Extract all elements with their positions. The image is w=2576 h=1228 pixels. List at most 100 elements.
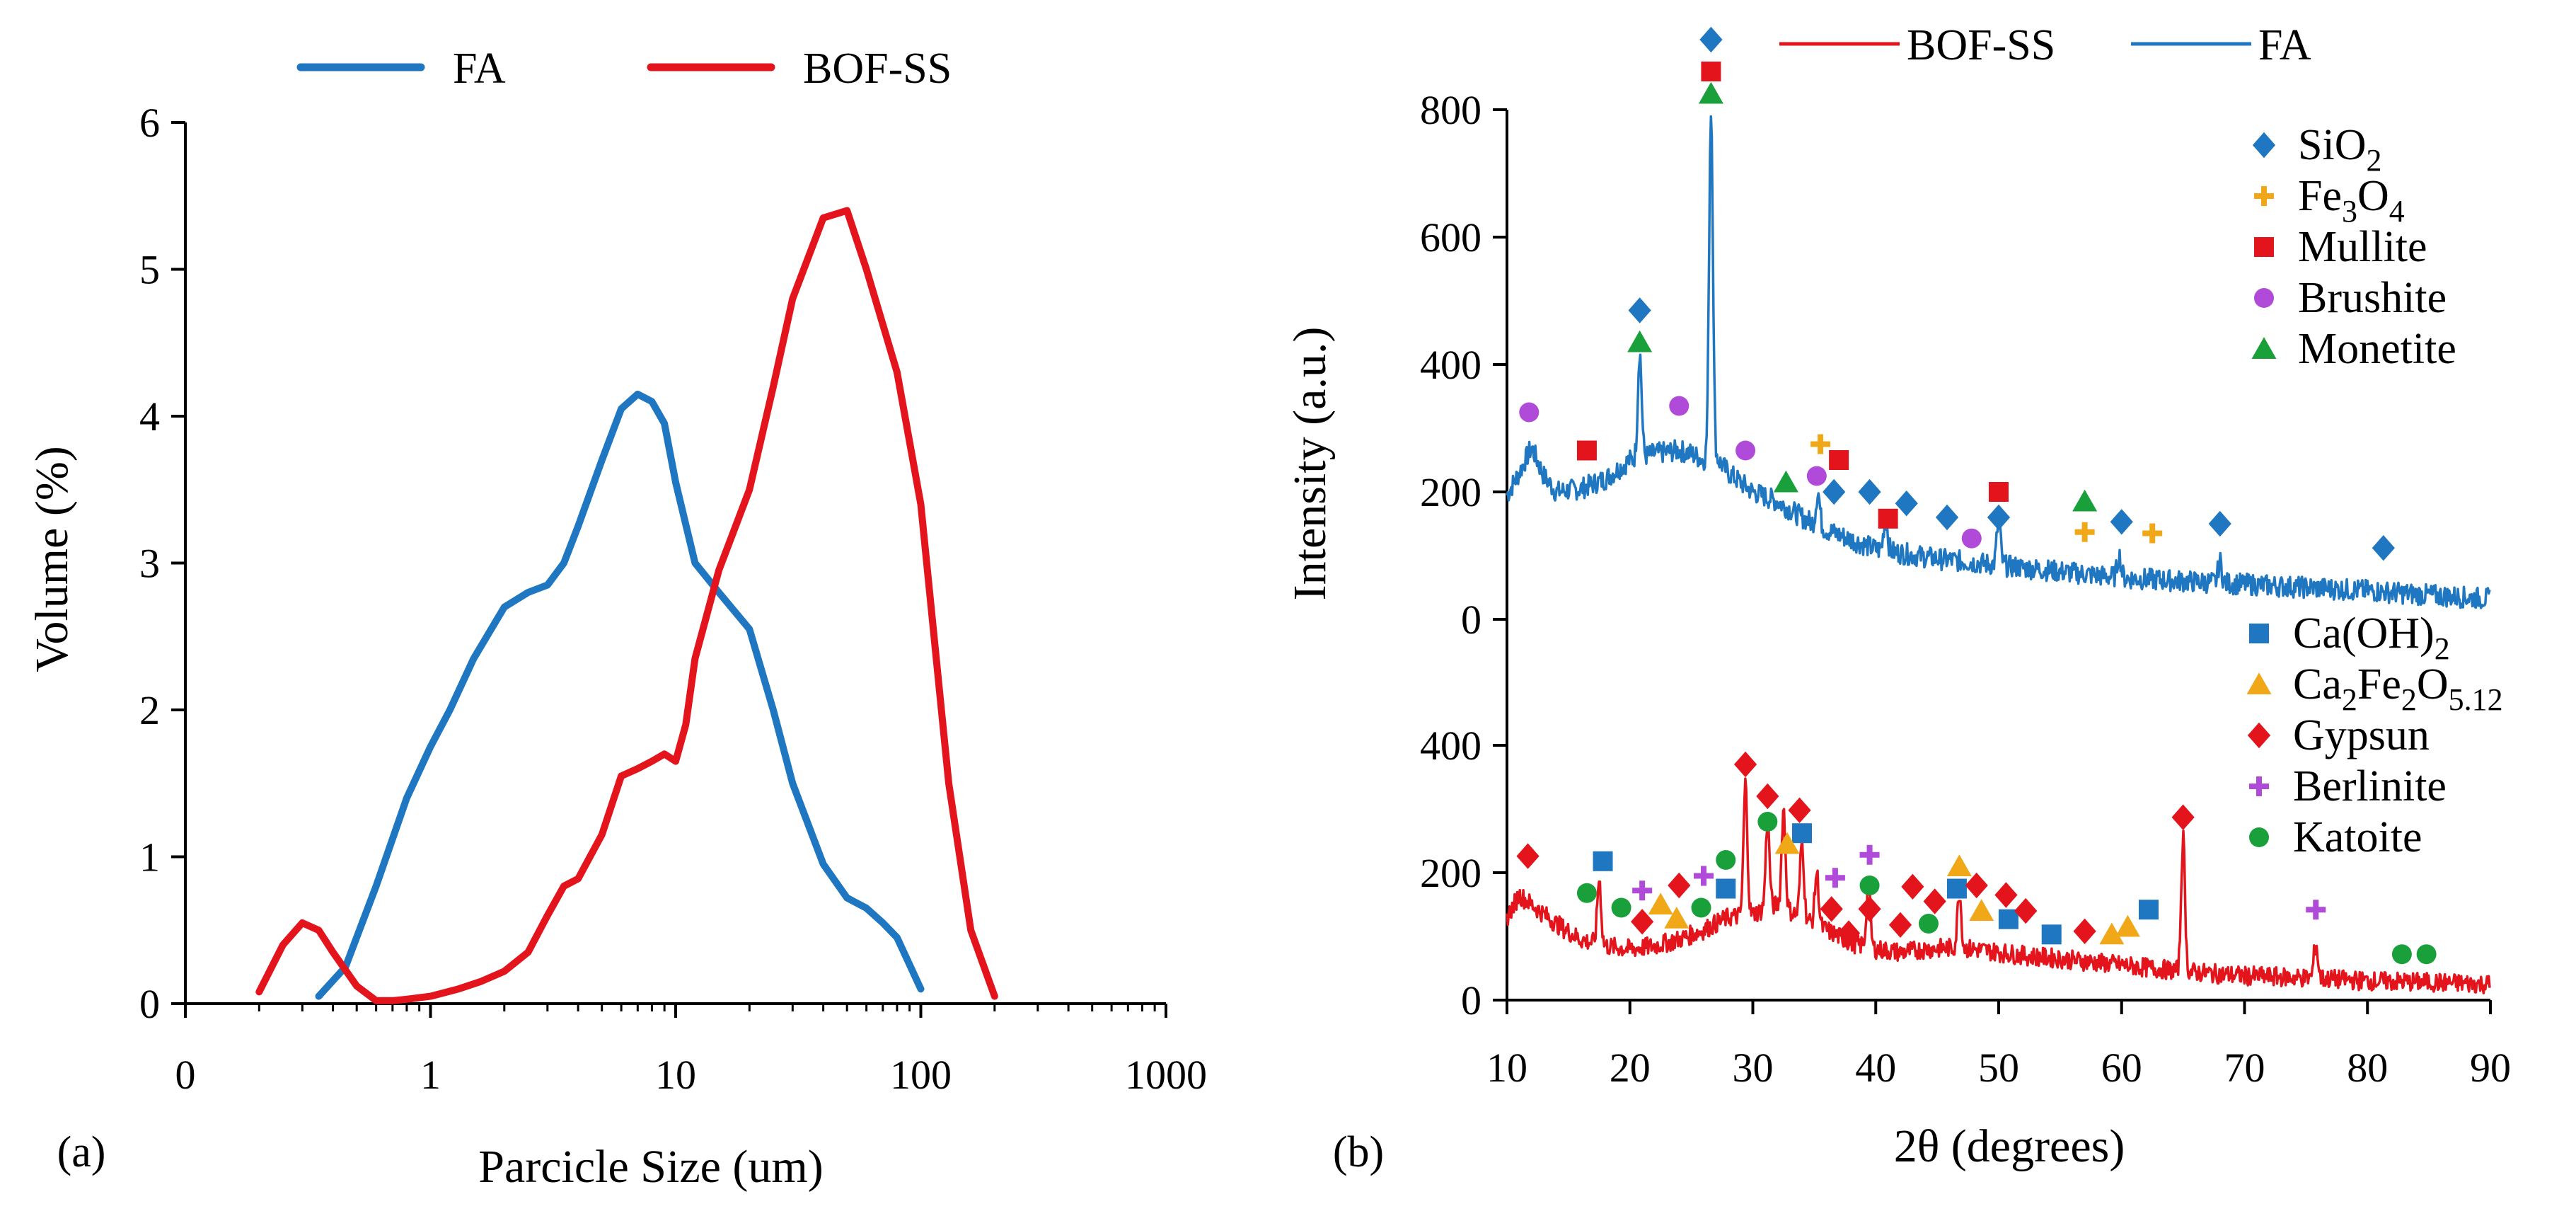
legend-phase-label: Monetite [2298, 325, 2456, 373]
phase-marker-diamond [1994, 882, 2018, 908]
y-tick-label-upper: 600 [1420, 214, 1482, 260]
phase-marker-circle [2416, 944, 2437, 965]
x-axis-label: Parcicle Size (um) [478, 1141, 823, 1193]
legend-phase-label: Katoite [2293, 813, 2422, 861]
legend-marker-square [2254, 237, 2274, 257]
x-tick-label: 10 [655, 1052, 696, 1098]
y-tick-label: 3 [139, 541, 160, 587]
phase-marker-square [1998, 909, 2018, 929]
legend-phase-label: Ca2Fe2O5.12 [2293, 660, 2503, 717]
legend-marker-circle [2254, 288, 2274, 308]
phase-marker-square [1946, 878, 1967, 899]
panel-label-a: (a) [57, 1128, 106, 1176]
y-tick-label-lower: 400 [1420, 723, 1482, 769]
legend-marker-plus [2249, 776, 2269, 796]
phase-marker-square [1792, 823, 1812, 844]
phase-marker-plus [1859, 844, 1880, 865]
phase-marker-triangle [2072, 489, 2098, 512]
y-axis-label: Intensity (a.u.) [1284, 327, 1336, 601]
y-tick-label: 2 [139, 687, 160, 733]
legend-label: FA [2258, 21, 2311, 69]
series-line-fa [315, 390, 925, 1000]
x-tick-label: 10 [1486, 1045, 1527, 1091]
phase-marker-plus [1810, 434, 1831, 454]
x-tick-label: 90 [2470, 1045, 2511, 1091]
x-tick-label: 30 [1733, 1045, 1774, 1091]
legend-phase-label: Mullite [2298, 223, 2427, 271]
phase-marker-diamond [1516, 843, 1540, 869]
legend-phase-label: Berlinite [2293, 762, 2447, 810]
phase-marker-triangle [1627, 330, 1653, 352]
y-tick-label-upper: 200 [1420, 469, 1482, 515]
x-tick-label: 0 [175, 1052, 196, 1098]
legend-marker-square [2249, 624, 2269, 643]
phase-marker-triangle [2099, 922, 2125, 945]
y-tick-label-lower: 200 [1420, 850, 1482, 896]
legend: FA BOF-SS [296, 45, 952, 93]
phase-marker-diamond [1923, 888, 1946, 914]
phase-marker-diamond [1631, 909, 1654, 935]
legend-phase-label: Ca(OH)2 [2293, 609, 2450, 666]
panel-label-b: (b) [1333, 1128, 1384, 1176]
phase-marker-diamond [1858, 896, 1881, 922]
phase-marker-square [1716, 878, 1736, 899]
phase-marker-diamond [2372, 535, 2395, 561]
phase-marker-circle [1859, 876, 1880, 895]
phase-marker-diamond [2208, 510, 2231, 537]
legend-label: BOF-SS [1907, 21, 2055, 69]
y-tick-label: 4 [139, 394, 160, 440]
phase-marker-circle [1519, 402, 1540, 423]
phase-marker-diamond [1987, 504, 2011, 531]
phase-marker-triangle [1773, 470, 1798, 493]
phase-marker-square [1593, 851, 1613, 871]
y-tick-label-upper: 0 [1461, 597, 1482, 643]
legend-marker-triangle [2246, 672, 2272, 694]
legend-phase-label: Gypsun [2293, 711, 2430, 759]
phase-marker-diamond [1888, 912, 1912, 938]
phase-marker-circle [1735, 440, 1756, 461]
phase-marker-diamond [2171, 804, 2195, 830]
phase-marker-triangle [1774, 832, 1800, 854]
x-tick-label: 50 [1978, 1045, 2019, 1091]
phase-marker-plus [1694, 866, 1714, 886]
phase-marker-square [1878, 508, 1898, 529]
phase-marker-triangle [1946, 854, 1972, 876]
phase-marker-square [1829, 450, 1849, 470]
phase-marker-triangle [1664, 907, 1690, 929]
phase-marker-triangle [2115, 914, 2140, 937]
legend-phase-label: Fe3O4 [2298, 172, 2405, 229]
phase-marker-diamond [2073, 918, 2096, 944]
phase-marker-triangle [1969, 899, 1994, 921]
legend-phase-label: Brushite [2298, 274, 2447, 322]
phase-marker-diamond [1756, 783, 1779, 810]
phase-marker-diamond [1935, 504, 1959, 531]
phase-marker-diamond [1733, 751, 1757, 778]
legend-marker-plus [2254, 186, 2274, 206]
legend-marker-triangle [2251, 337, 2277, 359]
phase-marker-square [1576, 440, 1597, 461]
x-tick-label: 40 [1855, 1045, 1896, 1091]
phase-marker-triangle [1698, 81, 1723, 104]
legend-label-fa: FA [453, 45, 506, 93]
phase-marker-square [2138, 900, 2159, 920]
phase-marker-diamond [1837, 920, 1861, 946]
phase-marker-circle [1669, 396, 1690, 416]
series-legend: BOF-SS FA [1779, 21, 2311, 69]
x-tick-label: 70 [2224, 1045, 2265, 1091]
x-tick-label: 100 [890, 1052, 952, 1098]
phase-marker-diamond [1628, 297, 1651, 323]
legend-marker-diamond [2247, 722, 2271, 749]
y-tick-label: 5 [139, 247, 160, 293]
phase-marker-triangle [1648, 893, 1673, 914]
phase-marker-diamond [1788, 797, 1811, 823]
phase-marker-diamond [1699, 26, 1723, 53]
panel-b-chart: 10 20 30 40 50 60 70 80 90 0 200 400 600 800 0 200 400 Si… [1284, 21, 2511, 1176]
legend-marker-circle [2249, 827, 2269, 847]
phase-marker-plus [2074, 522, 2095, 542]
phase-marker-diamond [1965, 872, 1988, 899]
y-tick-label: 6 [139, 100, 160, 146]
y-tick-label-upper: 400 [1420, 342, 1482, 388]
legend-marker-diamond [2252, 132, 2276, 159]
